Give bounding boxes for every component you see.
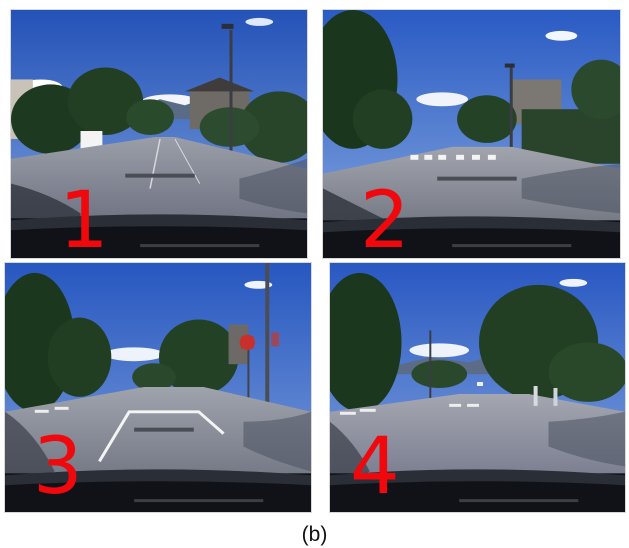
dashcam-photo-3 [5, 263, 311, 512]
panel-number-label: 4 [350, 422, 400, 512]
photo-panel-1: 1 [10, 9, 308, 259]
dashcam-photo-2 [323, 10, 620, 258]
panel-number-label: 3 [33, 422, 83, 512]
panel-number-label: 2 [360, 176, 410, 259]
photo-panel-3: 3 [4, 262, 312, 513]
photo-panel-2: 2 [322, 9, 621, 259]
dashcam-photo-1 [11, 10, 307, 258]
dashcam-photo-4 [330, 263, 625, 512]
photo-panel-4: 4 [329, 262, 626, 513]
figure-caption: (b) [301, 523, 328, 546]
panel-number-label: 1 [59, 176, 109, 259]
